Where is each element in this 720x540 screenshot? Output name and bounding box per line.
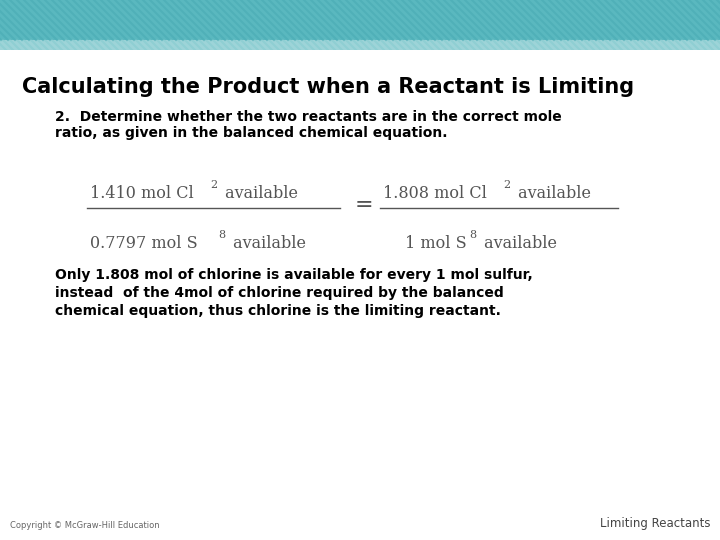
Text: Limiting Reactants: Limiting Reactants (600, 517, 710, 530)
Text: 2: 2 (210, 180, 217, 190)
Text: available: available (479, 235, 557, 252)
Text: 2: 2 (503, 180, 510, 190)
Text: available: available (513, 185, 591, 202)
Text: instead  of the 4mol of chlorine required by the balanced: instead of the 4mol of chlorine required… (55, 286, 504, 300)
Text: 1.410 mol Cl: 1.410 mol Cl (90, 185, 194, 202)
Text: Copyright © McGraw-Hill Education: Copyright © McGraw-Hill Education (10, 521, 160, 530)
Text: 1.808 mol Cl: 1.808 mol Cl (383, 185, 487, 202)
Bar (0, 0, 720, 40)
Text: Calculating the Product when a Reactant is Limiting: Calculating the Product when a Reactant … (22, 77, 634, 97)
Text: 2.  Determine whether the two reactants are in the correct mole: 2. Determine whether the two reactants a… (55, 110, 562, 124)
Text: available: available (228, 235, 306, 252)
Text: 8: 8 (218, 230, 225, 240)
Text: ratio, as given in the balanced chemical equation.: ratio, as given in the balanced chemical… (55, 126, 448, 140)
Text: chemical equation, thus chlorine is the limiting reactant.: chemical equation, thus chlorine is the … (55, 304, 501, 318)
Text: available: available (220, 185, 298, 202)
Text: Only 1.808 mol of chlorine is available for every 1 mol sulfur,: Only 1.808 mol of chlorine is available … (55, 268, 533, 282)
Bar (0, 40, 720, 50)
Text: 1 mol S: 1 mol S (405, 235, 467, 252)
Text: =: = (355, 194, 374, 216)
Text: 8: 8 (469, 230, 476, 240)
Text: 0.7797 mol S: 0.7797 mol S (90, 235, 197, 252)
